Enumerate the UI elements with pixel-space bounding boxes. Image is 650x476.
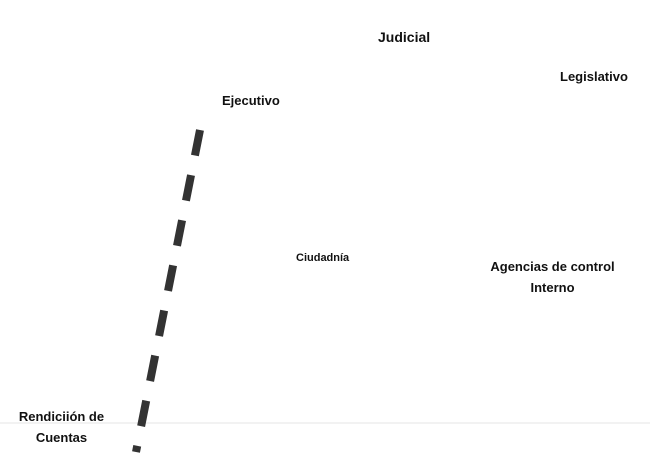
node-label: Legislativo	[560, 69, 628, 84]
node-label: Ciudadnía	[296, 252, 350, 264]
node-label: Ejecutivo	[222, 93, 280, 108]
dashed-arrow	[132, 129, 204, 453]
node-label: Rendiciión de Cuentas	[18, 409, 105, 445]
node-label: Judicial	[378, 29, 431, 45]
node-label: Agencias de control Interno	[490, 259, 615, 295]
